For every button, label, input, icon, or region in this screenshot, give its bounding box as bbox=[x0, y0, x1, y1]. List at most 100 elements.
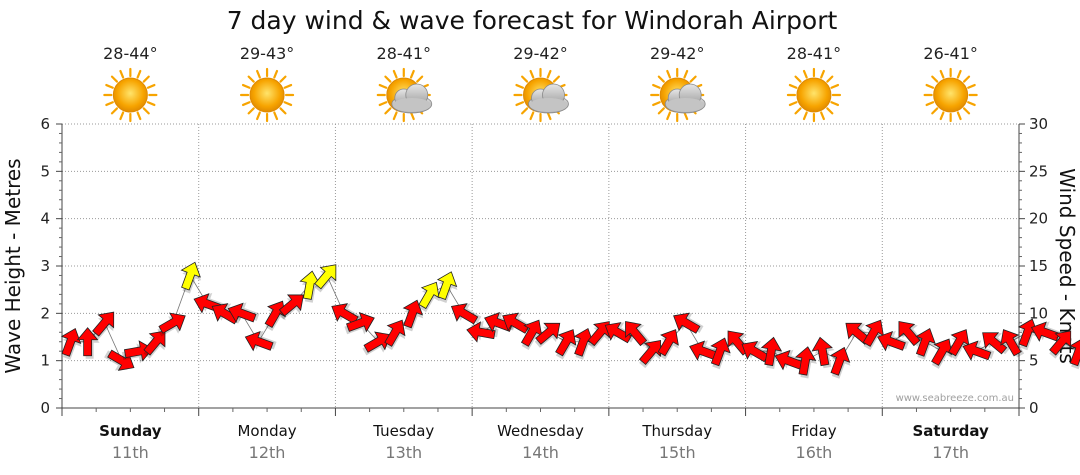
sun-ray bbox=[826, 75, 834, 83]
sun-rays bbox=[923, 67, 978, 123]
wind-arrow bbox=[811, 336, 835, 369]
sun-ray bbox=[416, 75, 424, 83]
x-axis-labels: Sunday 11th Monday 12th Tuesday 13th Wednesday… bbox=[99, 422, 989, 462]
day-label: Sunday bbox=[99, 422, 162, 440]
sun-ray bbox=[521, 107, 529, 115]
wind-arrow bbox=[121, 340, 154, 364]
sun-ray bbox=[409, 111, 415, 121]
wind-arrow-body bbox=[60, 327, 82, 357]
sun-ray bbox=[279, 107, 287, 115]
wind-arrow-body bbox=[638, 339, 661, 366]
wind-arrow bbox=[278, 294, 304, 320]
wind-arrow-body bbox=[92, 311, 115, 337]
wind-arrow-body bbox=[962, 340, 992, 361]
wind-arrow-body bbox=[760, 336, 783, 367]
wind-arrow-body bbox=[657, 329, 679, 357]
sun-ray bbox=[378, 101, 388, 107]
sun-ray bbox=[273, 69, 279, 79]
y-tick-label-left: 3 bbox=[40, 257, 50, 275]
sun-ray bbox=[529, 69, 535, 79]
sun-disc bbox=[249, 77, 285, 113]
wind-arrow bbox=[362, 331, 391, 356]
sun-ray bbox=[956, 69, 962, 79]
sun-ray bbox=[967, 83, 976, 89]
sun-ray bbox=[820, 111, 825, 121]
wind-arrow bbox=[915, 327, 936, 360]
sun-ray bbox=[788, 101, 798, 107]
wind-arrow-body bbox=[794, 346, 817, 376]
sun-icon bbox=[786, 67, 842, 123]
wind-arrow-body bbox=[244, 330, 274, 352]
wind-arrow-body bbox=[877, 330, 906, 352]
wind-arrow bbox=[898, 321, 924, 347]
sun-ray bbox=[378, 83, 388, 89]
forecast-header: 28-44° 29-43° 28-41° 29-42° 29-42° 28-41° 26-4… bbox=[103, 44, 978, 123]
y-tick-label-right: 30 bbox=[1029, 115, 1048, 133]
chart-title: 7 day wind & wave forecast for Windorah … bbox=[227, 6, 838, 35]
sun-ray bbox=[552, 75, 560, 83]
sun-ray bbox=[142, 75, 150, 83]
date-label: 16th bbox=[796, 443, 833, 462]
wind-arrow bbox=[625, 321, 651, 347]
sun-ray bbox=[247, 107, 255, 115]
cloud-fill bbox=[529, 98, 568, 112]
y-tick-label-right: 20 bbox=[1029, 210, 1048, 228]
y-tick-label-left: 6 bbox=[40, 115, 50, 133]
cloud-shape bbox=[391, 83, 433, 114]
sun-ray bbox=[146, 83, 156, 89]
date-label: 14th bbox=[522, 443, 559, 462]
sun-ray bbox=[657, 75, 665, 83]
sun-ray bbox=[256, 69, 261, 79]
wind-arrow-body bbox=[484, 312, 513, 333]
sun-ray bbox=[247, 75, 255, 83]
wind-arrow-body bbox=[123, 340, 154, 362]
sun-ray bbox=[279, 75, 287, 83]
wind-arrow-body bbox=[436, 271, 458, 300]
day-label: Wednesday bbox=[497, 422, 584, 440]
day-temperature: 28-44° bbox=[103, 44, 158, 63]
sun-ray bbox=[666, 69, 672, 79]
wind-arrow bbox=[157, 312, 186, 337]
wind-arrow bbox=[931, 338, 953, 369]
sun-disc bbox=[796, 77, 832, 113]
y-tick-label-left: 1 bbox=[40, 352, 50, 370]
wind-arrow-body bbox=[180, 261, 201, 291]
wind-arrow bbox=[384, 319, 406, 350]
wind-arrow bbox=[962, 340, 995, 361]
sun-ray bbox=[802, 111, 808, 121]
wind-arrow bbox=[673, 312, 704, 334]
date-label: 12th bbox=[249, 443, 286, 462]
wind-arrow bbox=[466, 320, 499, 343]
day-label: Tuesday bbox=[372, 422, 434, 440]
sun-ray bbox=[939, 69, 945, 79]
sun-ray bbox=[652, 83, 661, 89]
day-temperature: 28-41° bbox=[787, 44, 842, 63]
sun-ray bbox=[515, 101, 525, 107]
date-label: 13th bbox=[385, 443, 422, 462]
sun-ray bbox=[105, 83, 114, 89]
sun-ray bbox=[689, 75, 697, 83]
sun-ray bbox=[119, 69, 125, 79]
wind-arrow bbox=[587, 321, 610, 350]
y-tick-label-right: 15 bbox=[1029, 257, 1048, 275]
sun-disc bbox=[933, 77, 969, 113]
sun-disc bbox=[112, 77, 148, 113]
wind-arrow bbox=[1069, 337, 1080, 370]
wind-arrow bbox=[143, 330, 166, 359]
wind-arrow bbox=[534, 322, 561, 348]
sun-ray bbox=[794, 75, 802, 83]
sun-ray bbox=[515, 83, 525, 89]
sun-ray bbox=[146, 101, 156, 107]
wind-arrow-body bbox=[1069, 337, 1080, 367]
day-temperature: 29-42° bbox=[513, 44, 568, 63]
axes: 0 1 2 3 4 5 6 0 5 10 15 20 25 30 bbox=[40, 115, 1048, 417]
wind-arrow-body bbox=[1000, 329, 1022, 357]
date-label: 11th bbox=[112, 443, 149, 462]
wind-arrow bbox=[638, 339, 661, 369]
partly-cloudy-icon bbox=[650, 67, 706, 123]
wind-arrow-body bbox=[811, 336, 833, 367]
y-tick-label-right: 10 bbox=[1029, 304, 1048, 322]
wind-arrow-body bbox=[402, 299, 424, 329]
wind-arrows bbox=[60, 261, 1080, 379]
